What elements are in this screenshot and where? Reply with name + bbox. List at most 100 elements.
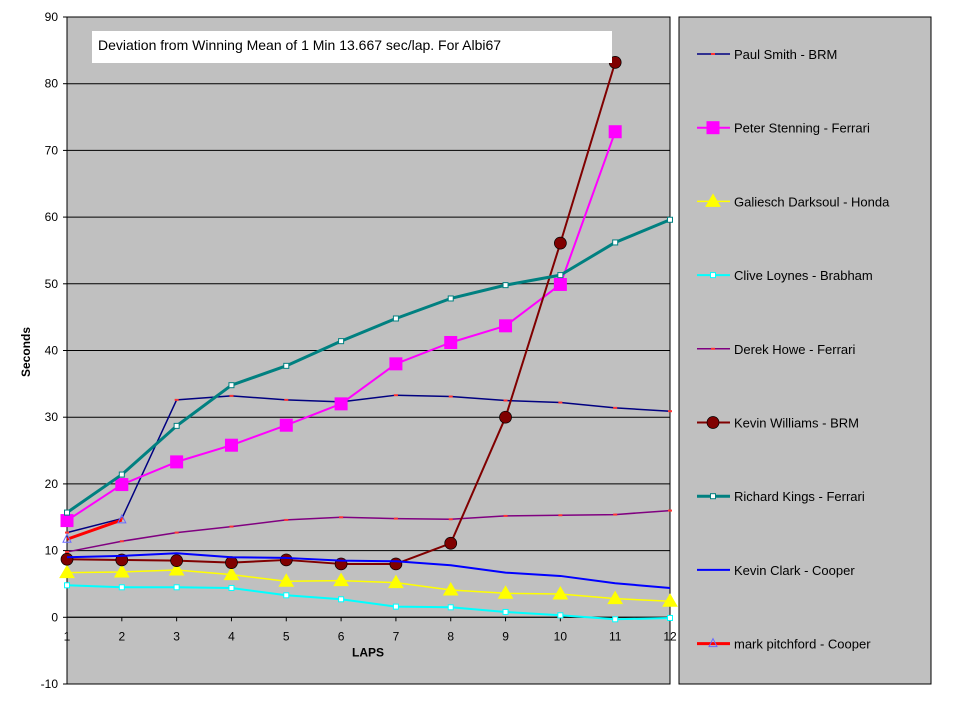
- data-point: [607, 590, 624, 605]
- series-line: [66, 509, 671, 553]
- legend-swatch-marker: [710, 272, 716, 279]
- legend-label: Paul Smith - BRM: [734, 47, 837, 62]
- x-tick-label: 8: [447, 629, 454, 643]
- data-point: [553, 277, 567, 291]
- series-6: [64, 216, 673, 516]
- x-tick-label: 3: [173, 629, 180, 643]
- series-3: [64, 582, 673, 623]
- x-tick-label: 10: [554, 629, 568, 643]
- y-tick-label: 80: [45, 77, 59, 91]
- y-tick-label: 60: [45, 210, 59, 224]
- data-point: [608, 125, 622, 139]
- legend-label: Peter Stenning - Ferrari: [734, 121, 870, 136]
- data-point: [444, 536, 458, 550]
- data-point: [228, 382, 235, 389]
- legend-label: Richard Kings - Ferrari: [734, 489, 865, 504]
- data-point: [228, 584, 235, 591]
- data-point: [334, 397, 348, 411]
- y-tick-label: 20: [45, 477, 59, 491]
- data-point: [113, 563, 130, 578]
- legend-entry: Derek Howe - Ferrari: [697, 342, 855, 357]
- legend-label: Clive Loynes - Brabham: [734, 268, 873, 283]
- legend-label: Galiesch Darksoul - Honda: [734, 194, 890, 209]
- x-tick-label: 9: [502, 629, 509, 643]
- y-tick-label: 0: [51, 610, 58, 624]
- data-point: [499, 410, 512, 424]
- data-point: [223, 566, 240, 581]
- series-5: [60, 56, 622, 571]
- x-tick-label: 4: [228, 629, 235, 643]
- data-point: [60, 552, 74, 566]
- series-layer: [59, 56, 678, 623]
- legend-entry: Kevin Williams - BRM: [697, 416, 859, 431]
- legend: Paul Smith - BRM Peter Stenning - Ferrari…: [678, 16, 932, 685]
- data-point: [557, 612, 564, 619]
- data-point: [442, 581, 459, 596]
- series-4: [65, 509, 672, 553]
- y-tick-label: -10: [41, 677, 59, 691]
- x-tick-label: 1: [64, 629, 71, 643]
- plot-area: [66, 16, 671, 685]
- data-point: [59, 564, 75, 579]
- chart-title-box: [92, 31, 612, 63]
- data-point: [392, 315, 399, 322]
- legend-label: Derek Howe - Ferrari: [734, 342, 855, 357]
- legend-swatch-marker: [706, 416, 720, 429]
- legend-entry: Kevin Clark - Cooper: [697, 563, 855, 578]
- data-point: [173, 584, 180, 591]
- data-point: [115, 478, 129, 492]
- legend-entry: mark pitchford - Cooper: [697, 637, 871, 652]
- series-7: [66, 552, 671, 589]
- legend-entry: Galiesch Darksoul - Honda: [697, 193, 890, 209]
- series-line: [66, 569, 671, 603]
- x-axis-label: LAPS: [352, 645, 384, 659]
- data-point: [117, 513, 127, 524]
- series-line: [66, 394, 671, 534]
- data-point: [502, 282, 509, 289]
- legend-label: Kevin Williams - BRM: [734, 416, 859, 431]
- data-point: [392, 603, 399, 610]
- data-point: [499, 319, 513, 333]
- data-point: [389, 357, 403, 371]
- data-point: [170, 455, 184, 469]
- legend-entry: Richard Kings - Ferrari: [697, 489, 865, 504]
- data-point: [552, 585, 569, 600]
- data-point: [173, 422, 180, 429]
- legend-label: mark pitchford - Cooper: [734, 637, 871, 652]
- data-point: [667, 216, 673, 223]
- data-point: [170, 554, 183, 567]
- data-point: [278, 573, 295, 587]
- x-tick-label: 2: [118, 629, 125, 643]
- data-point: [60, 514, 74, 528]
- legend-swatch-marker: [705, 193, 721, 207]
- series-2: [59, 561, 678, 607]
- data-point: [662, 593, 678, 607]
- data-point: [279, 553, 293, 567]
- data-point: [168, 561, 185, 576]
- series-0: [65, 394, 672, 534]
- data-point: [62, 533, 72, 543]
- series-line: [66, 218, 671, 514]
- x-tick-label: 6: [338, 629, 345, 643]
- data-point: [333, 572, 349, 587]
- data-point: [497, 585, 514, 599]
- data-point: [557, 272, 564, 279]
- data-point: [118, 471, 125, 478]
- data-point: [389, 557, 403, 571]
- y-tick-label: 90: [45, 10, 59, 24]
- legend-entry: Peter Stenning - Ferrari: [697, 121, 870, 136]
- data-point: [388, 574, 404, 589]
- series-8: [62, 513, 127, 543]
- legend-swatch-marker: [706, 121, 720, 135]
- data-point: [554, 236, 567, 250]
- data-point: [64, 582, 70, 589]
- data-point: [667, 614, 673, 621]
- data-point: [612, 239, 619, 246]
- x-tick-label: 5: [283, 629, 290, 643]
- y-tick-label: 30: [45, 410, 59, 424]
- data-point: [612, 616, 619, 623]
- data-point: [283, 592, 290, 599]
- data-point: [64, 509, 70, 516]
